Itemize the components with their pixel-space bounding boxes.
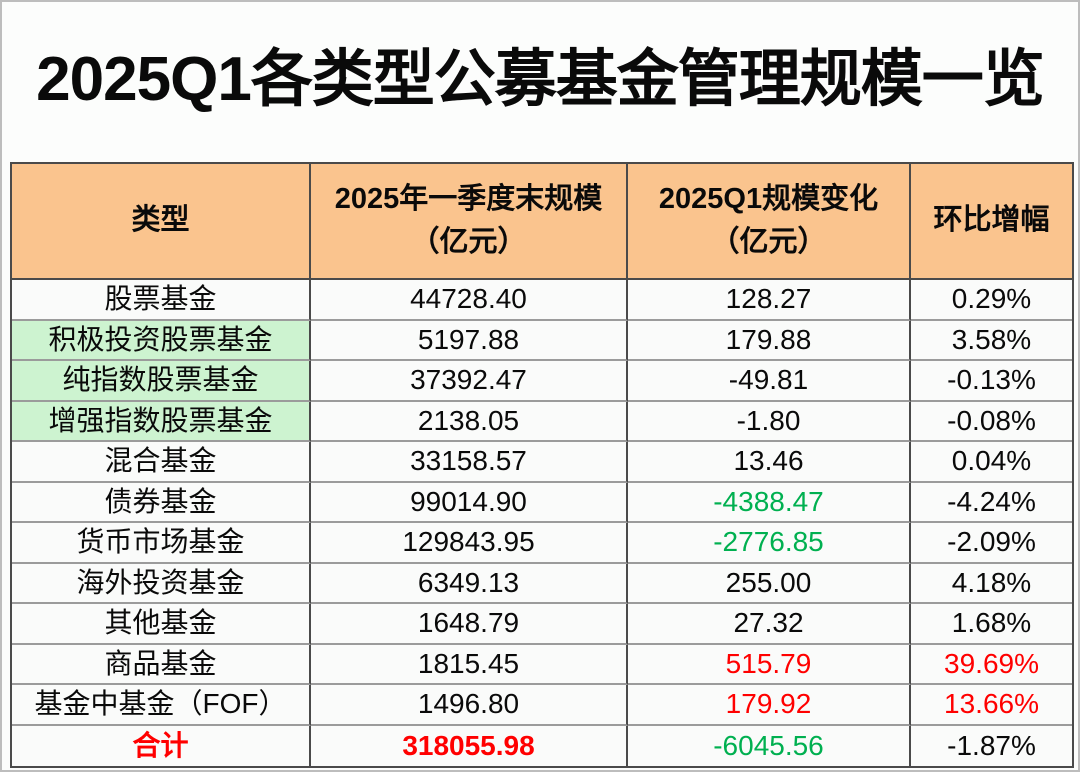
fund-scale-table: 类型 2025年一季度末规模 （亿元） 2025Q1规模变化 （亿元） 环比增幅… [10, 162, 1074, 768]
cell-pct-change: 3.58% [911, 320, 1072, 361]
header-label-unit: （亿元） [710, 226, 827, 258]
cell-scale-change: 13.46 [628, 442, 911, 483]
cell-scale-change: 179.88 [628, 320, 911, 361]
page-title: 2025Q1各类型公募基金管理规模一览 [36, 45, 1045, 114]
cell-scale-change: -1.80 [628, 401, 911, 442]
cell-pct-change: -1.87% [911, 725, 1072, 766]
cell-fund-type: 混合基金 [12, 442, 311, 483]
cell-scale-change: -2776.85 [628, 523, 911, 564]
cell-pct-change: 4.18% [911, 563, 1072, 604]
cell-pct-change: -4.24% [911, 482, 1072, 523]
cell-fund-type: 合计 [12, 725, 311, 766]
cell-pct-change: 1.68% [911, 604, 1072, 645]
cell-quarter-end-scale: 33158.57 [311, 442, 628, 483]
cell-pct-change: -2.09% [911, 523, 1072, 564]
header-label: 类型 [131, 204, 190, 237]
cell-quarter-end-scale: 99014.90 [311, 482, 628, 523]
cell-fund-type: 积极投资股票基金 [12, 320, 311, 361]
cell-scale-change: 179.92 [628, 685, 911, 726]
cell-fund-type: 其他基金 [12, 604, 311, 645]
cell-pct-change: 13.66% [911, 685, 1072, 726]
cell-quarter-end-scale: 5197.88 [311, 320, 628, 361]
cell-scale-change: 27.32 [628, 604, 911, 645]
cell-fund-type: 海外投资基金 [12, 563, 311, 604]
cell-quarter-end-scale: 1496.80 [311, 685, 628, 726]
header-label: 2025Q1规模变化 [658, 182, 879, 215]
cell-fund-type: 基金中基金（FOF） [12, 685, 311, 726]
cell-quarter-end-scale: 1815.45 [311, 644, 628, 685]
cell-fund-type: 纯指数股票基金 [12, 361, 311, 402]
cell-quarter-end-scale: 129843.95 [311, 523, 628, 564]
cell-scale-change: -49.81 [628, 361, 911, 402]
cell-fund-type: 货币市场基金 [12, 523, 311, 564]
cell-fund-type: 股票基金 [12, 280, 311, 321]
header-label: 2025年一季度末规模 [334, 182, 603, 215]
cell-scale-change: -4388.47 [628, 482, 911, 523]
header-cell-pct-change: 环比增幅 [911, 164, 1072, 280]
cell-pct-change: 0.04% [911, 442, 1072, 483]
cell-quarter-end-scale: 1648.79 [311, 604, 628, 645]
header-label-unit: （亿元） [410, 226, 527, 258]
cell-pct-change: 0.29% [911, 280, 1072, 321]
cell-quarter-end-scale: 2138.05 [311, 401, 628, 442]
cell-fund-type: 增强指数股票基金 [12, 401, 311, 442]
cell-quarter-end-scale: 318055.98 [311, 725, 628, 766]
cell-pct-change: 39.69% [911, 644, 1072, 685]
header-cell-scale-change: 2025Q1规模变化 （亿元） [628, 164, 911, 280]
cell-quarter-end-scale: 44728.40 [311, 280, 628, 321]
cell-scale-change: 128.27 [628, 280, 911, 321]
cell-scale-change: -6045.56 [628, 725, 911, 766]
cell-scale-change: 515.79 [628, 644, 911, 685]
cell-quarter-end-scale: 6349.13 [311, 563, 628, 604]
cell-fund-type: 商品基金 [12, 644, 311, 685]
header-label: 环比增幅 [933, 204, 1050, 237]
cell-fund-type: 债券基金 [12, 482, 311, 523]
cell-scale-change: 255.00 [628, 563, 911, 604]
cell-quarter-end-scale: 37392.47 [311, 361, 628, 402]
header-cell-quarter-end-scale: 2025年一季度末规模 （亿元） [311, 164, 628, 280]
cell-pct-change: -0.13% [911, 361, 1072, 402]
header-cell-fund-type: 类型 [12, 164, 311, 280]
cell-pct-change: -0.08% [911, 401, 1072, 442]
